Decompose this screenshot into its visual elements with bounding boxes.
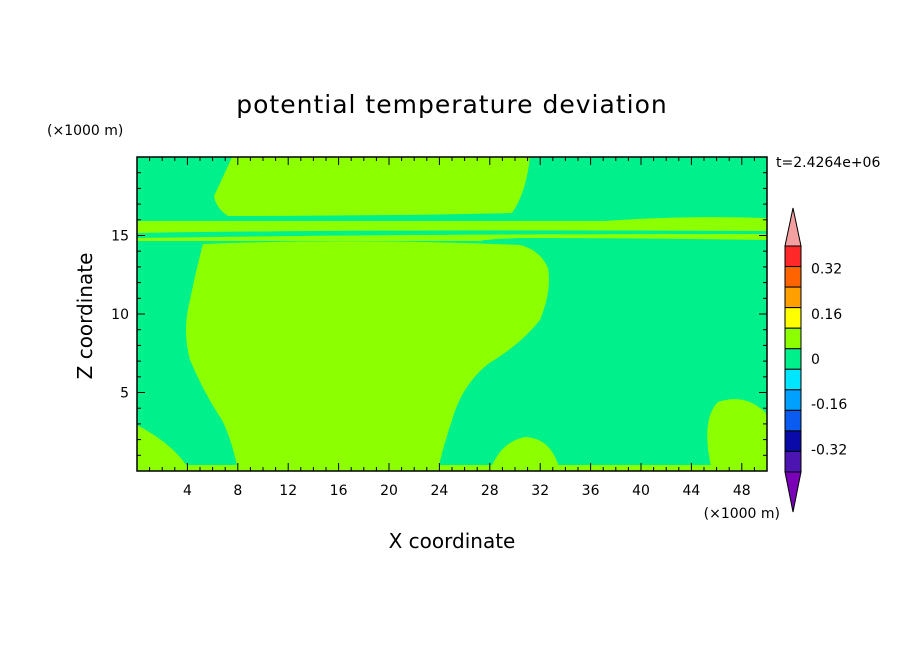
x-tick-label: 44 <box>682 483 700 499</box>
colorbar-band <box>784 430 802 452</box>
colorbar-max-arrow <box>784 207 802 247</box>
x-tick-label: 24 <box>430 483 448 499</box>
x-tick-label: 48 <box>733 483 751 499</box>
colorbar-band <box>784 327 802 350</box>
x-tick-label: 12 <box>279 483 297 499</box>
chart-title: potential temperature deviation <box>236 90 667 119</box>
y-axis-label: Z coordinate <box>73 253 97 380</box>
time-label: t=2.4264e+06 <box>776 155 880 171</box>
x-tick-label: 20 <box>380 483 398 499</box>
colorbar-tick-label: 0.16 <box>811 307 842 323</box>
x-unit-label: (×1000 m) <box>704 506 780 522</box>
colorbar-band <box>784 286 802 309</box>
y-tick-label: 10 <box>111 307 129 323</box>
colorbar-tick-label: 0.32 <box>811 262 842 278</box>
x-tick-label: 16 <box>330 483 348 499</box>
y-tick-label: 15 <box>111 229 129 245</box>
negative-region-stripe <box>137 230 767 238</box>
positive-region-bump-center <box>490 437 560 471</box>
positive-region-right-upper <box>588 217 767 229</box>
x-tick-label: 40 <box>632 483 650 499</box>
positive-region-top <box>214 157 530 216</box>
x-tick-label: 32 <box>531 483 549 499</box>
colorbar-min-arrow <box>784 471 802 513</box>
colorbar-band <box>784 368 802 391</box>
positive-region-main <box>186 241 549 471</box>
plot-area <box>136 156 768 472</box>
positive-region-left-corner <box>137 425 190 471</box>
y-unit-label: (×1000 m) <box>47 123 123 139</box>
colorbar-tick-label: -0.16 <box>811 397 847 413</box>
colorbar-band <box>784 266 802 288</box>
colorbar-band <box>784 307 802 329</box>
colorbar: 0.32 0.16 0 -0.16 -0.32 <box>784 207 847 513</box>
colorbar-band <box>784 450 802 473</box>
positive-region-bump-right <box>707 399 767 471</box>
x-tick-label: 36 <box>582 483 600 499</box>
colorbar-band <box>784 389 802 411</box>
x-tick-label: 4 <box>183 483 192 499</box>
y-tick-label: 5 <box>120 386 129 402</box>
x-tick-label: 8 <box>233 483 242 499</box>
colorbar-band <box>784 409 802 432</box>
colorbar-band <box>784 348 802 370</box>
colorbar-tick-label: 0 <box>811 352 820 368</box>
colorbar-band <box>784 245 802 268</box>
x-tick-label: 28 <box>481 483 499 499</box>
x-axis-label: X coordinate <box>389 529 516 553</box>
colorbar-tick-label: -0.32 <box>811 442 847 458</box>
